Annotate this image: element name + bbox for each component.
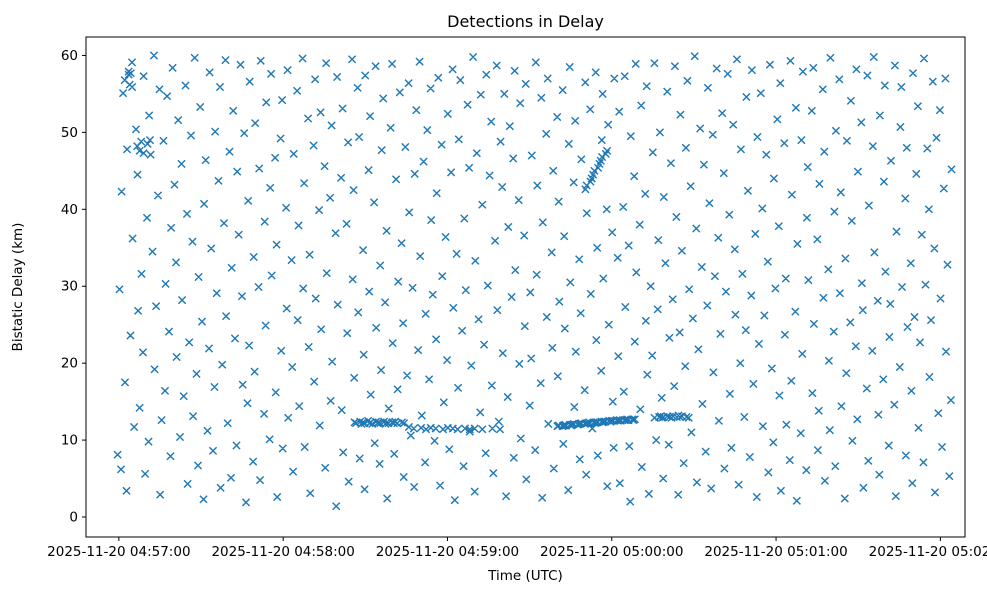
y-tick-label: 30	[61, 279, 78, 295]
x-axis-label: Time (UTC)	[487, 568, 563, 584]
x-tick-label: 2025-11-20 05:00:00	[540, 544, 683, 560]
y-tick-label: 0	[69, 510, 78, 526]
scatter-points	[113, 51, 956, 511]
y-tick-label: 60	[61, 48, 78, 64]
chart-title: Detections in Delay	[447, 12, 604, 31]
y-tick-label: 20	[61, 356, 78, 372]
y-axis-ticks: 0 10 20 30 40 50 60	[61, 48, 86, 526]
y-tick-label: 50	[61, 125, 78, 141]
x-tick-label: 2025-11-20 05:01:00	[704, 544, 847, 560]
y-axis-label: Bistatic Delay (km)	[10, 223, 26, 352]
x-tick-label: 2025-11-20 04:59:00	[376, 544, 519, 560]
x-tick-label: 2025-11-20 04:57:00	[47, 544, 190, 560]
x-axis-ticks: 2025-11-20 04:57:00 2025-11-20 04:58:00 20…	[47, 537, 987, 560]
x-tick-label: 2025-11-20 05:02:00	[869, 544, 987, 560]
y-tick-label: 10	[61, 433, 78, 449]
plot-area	[85, 36, 966, 538]
y-tick-label: 40	[61, 202, 78, 218]
x-tick-label: 2025-11-20 04:58:00	[211, 544, 354, 560]
